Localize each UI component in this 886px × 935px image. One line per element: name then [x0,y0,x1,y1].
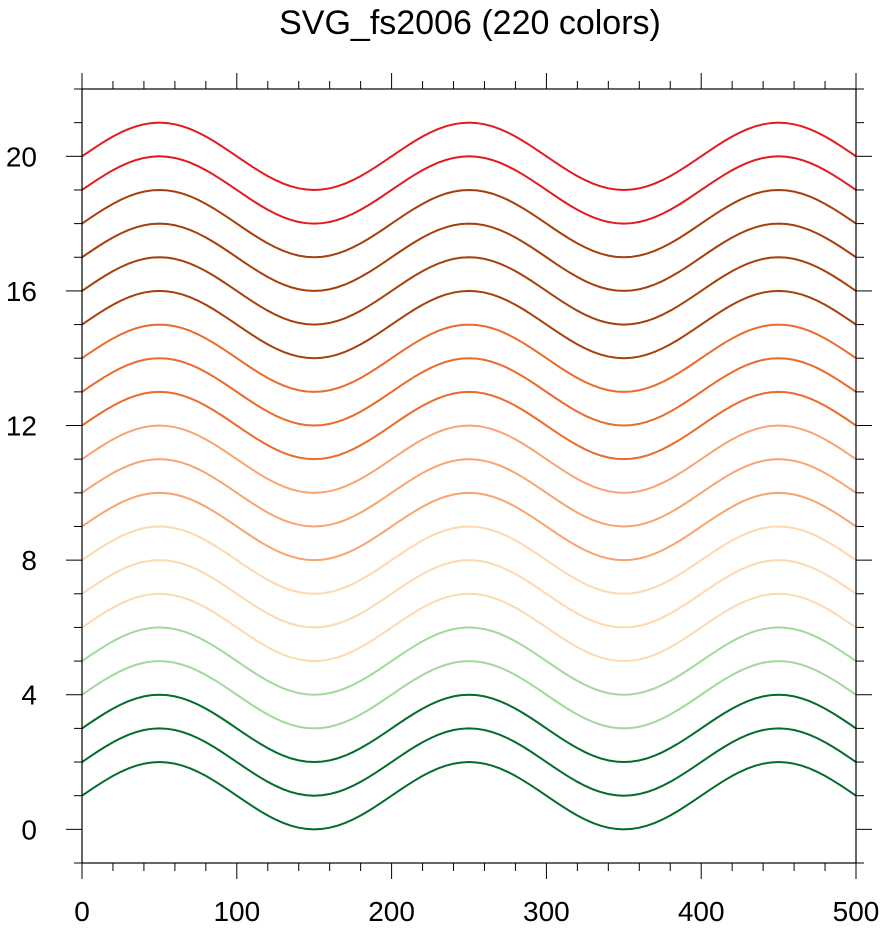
series-line-4 [81,626,857,696]
y-tick-label: 16 [6,276,37,307]
y-tick-label: 20 [6,141,37,172]
series-line-19 [81,121,857,191]
series-line-8 [81,491,857,562]
series-line-5 [81,592,857,663]
y-tick-label: 4 [21,680,37,711]
series-line-13 [81,323,857,393]
series-line-3 [81,660,857,730]
x-tick-label: 300 [523,896,570,927]
series-line-7 [81,525,857,595]
series-line-18 [81,155,857,225]
x-tick-label: 500 [833,896,880,927]
y-tick-label: 0 [21,814,37,845]
plot-frame [81,88,857,864]
chart-title: SVG_fs2006 (220 colors) [279,4,661,42]
series-line-10 [81,424,857,494]
series-line-11 [81,390,857,461]
series-line-0 [81,761,857,831]
series-line-14 [81,289,857,360]
series-line-2 [81,693,857,764]
x-tick-label: 200 [368,896,415,927]
series-line-17 [81,188,857,259]
series-lines [81,121,857,831]
y-tick-label: 12 [6,411,37,442]
series-line-15 [81,256,857,326]
series-line-12 [81,357,857,427]
x-tick-label: 0 [74,896,90,927]
axis-tick-labels: 0 100 200 300 400 500 0 4 8 12 16 20 [6,141,880,927]
series-line-1 [81,727,857,797]
x-tick-label: 100 [213,896,260,927]
x-tick-label: 400 [678,896,725,927]
series-line-16 [81,222,857,292]
y-tick-label: 8 [21,545,37,576]
series-line-9 [81,458,857,528]
plot-area [81,121,857,831]
axis-ticks [66,73,872,879]
series-line-6 [81,559,857,629]
